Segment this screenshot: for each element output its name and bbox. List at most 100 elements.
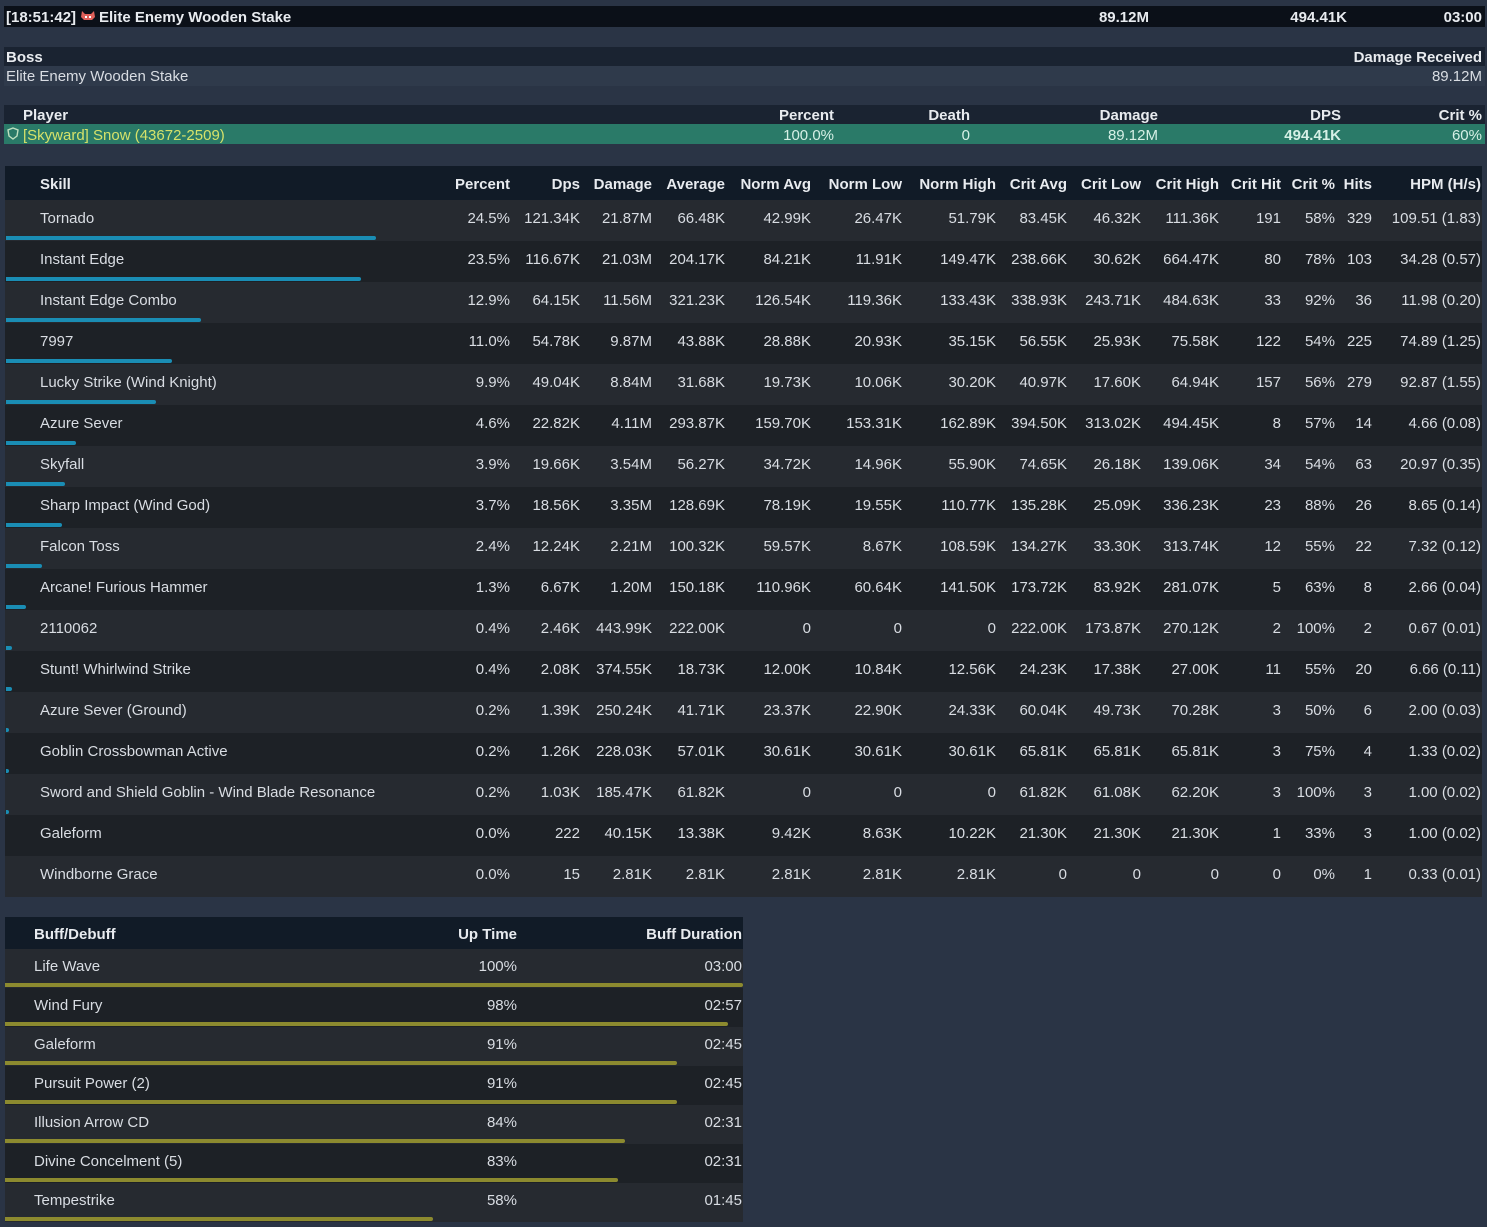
buff-row: [5, 1144, 743, 1183]
duration: 03:00: [1443, 9, 1482, 26]
skill-cell: 3.35M: [610, 497, 652, 514]
boss-icon: [81, 11, 95, 20]
skill-cell: 88%: [1304, 497, 1335, 514]
skill-cell: 3: [1363, 825, 1372, 842]
skill-name: Stunt! Whirlwind Strike: [40, 661, 191, 678]
buff-name: Tempestrike: [34, 1192, 115, 1209]
player-cell: 100.0%: [783, 127, 834, 144]
skill-cell: 0: [1272, 866, 1281, 883]
skill-cell: 92.87 (1.55): [1400, 374, 1481, 391]
skill-cell: 24.23K: [1019, 661, 1067, 678]
column-header: Damage: [593, 176, 652, 193]
skill-cell: 2.81K: [612, 866, 652, 883]
skill-cell: 66.48K: [677, 210, 725, 227]
skill-cell: 61.08K: [1093, 784, 1141, 801]
skill-cell: 126.54K: [755, 292, 811, 309]
skill-cell: 22.82K: [532, 415, 580, 432]
buff-cell: 58%: [486, 1192, 517, 1209]
skill-name: Instant Edge: [40, 251, 125, 268]
skill-bar: [6, 810, 10, 814]
skill-cell: 26: [1355, 497, 1372, 514]
skill-cell: 139.06K: [1163, 456, 1219, 473]
skill-cell: 0: [893, 784, 902, 801]
skill-header-bg: [5, 166, 1482, 200]
skill-cell: 41.71K: [677, 702, 725, 719]
skill-cell: 19.73K: [763, 374, 811, 391]
skill-cell: 243.71K: [1085, 292, 1141, 309]
buff-bar: [5, 983, 743, 987]
skill-cell: 14: [1355, 415, 1372, 432]
skill-cell: 0.2%: [475, 702, 510, 719]
skill-cell: 55.90K: [948, 456, 996, 473]
skill-cell: 14.96K: [854, 456, 902, 473]
skill-cell: 2.21M: [610, 538, 652, 555]
skill-cell: 21.87M: [601, 210, 652, 227]
column-header: Boss: [6, 49, 43, 66]
skill-cell: 17.38K: [1093, 661, 1141, 678]
column-header: Average: [666, 176, 725, 193]
skill-cell: 2.81K: [685, 866, 725, 883]
skill-cell: 55%: [1304, 661, 1335, 678]
skill-row: [5, 528, 1482, 569]
skill-cell: 34.28 (0.57): [1400, 251, 1481, 268]
skill-cell: 150.18K: [669, 579, 725, 596]
skill-cell: 1.26K: [540, 743, 580, 760]
skill-cell: 443.99K: [596, 620, 652, 637]
column-header: Crit %: [1291, 176, 1335, 193]
skill-cell: 11.0%: [468, 333, 510, 350]
column-header: Hits: [1343, 176, 1372, 193]
skill-cell: 21.30K: [1019, 825, 1067, 842]
skill-cell: 121.34K: [524, 210, 580, 227]
skill-name: Instant Edge Combo: [40, 292, 177, 309]
skill-cell: 374.55K: [596, 661, 652, 678]
player-cell: 0: [961, 127, 970, 144]
skill-cell: 133.43K: [940, 292, 996, 309]
skill-cell: 80: [1264, 251, 1281, 268]
skill-cell: 30.20K: [948, 374, 996, 391]
buff-cell: 84%: [486, 1114, 517, 1131]
skill-cell: 12: [1264, 538, 1281, 555]
skill-cell: 9.42K: [771, 825, 811, 842]
skill-cell: 8: [1363, 579, 1372, 596]
skill-row: [5, 487, 1482, 528]
buff-bar: [5, 1100, 677, 1104]
skill-cell: 281.07K: [1163, 579, 1219, 596]
skill-cell: 135.28K: [1011, 497, 1067, 514]
skill-cell: 61.82K: [1019, 784, 1067, 801]
skill-cell: 8.63K: [862, 825, 902, 842]
skill-cell: 4.11M: [611, 415, 652, 432]
buff-name: Galeform: [34, 1036, 96, 1053]
skill-cell: 56.55K: [1019, 333, 1067, 350]
skill-bar: [6, 564, 43, 568]
buff-cell: 100%: [478, 958, 517, 975]
column-header: DPS: [1310, 107, 1341, 124]
skill-cell: 61.82K: [677, 784, 725, 801]
skill-cell: 54.78K: [532, 333, 580, 350]
skill-cell: 5: [1272, 579, 1281, 596]
buff-bar: [5, 1178, 618, 1182]
boss-header: [4, 47, 1485, 66]
skill-name: Arcane! Furious Hammer: [40, 579, 208, 596]
skill-cell: 2.81K: [862, 866, 902, 883]
skill-cell: 23: [1264, 497, 1281, 514]
buff-row: [5, 1066, 743, 1105]
skill-row: [5, 815, 1482, 856]
skill-cell: 25.09K: [1093, 497, 1141, 514]
skill-cell: 4.66 (0.08): [1408, 415, 1481, 432]
skill-cell: 11: [1265, 661, 1281, 678]
buff-cell: 02:31: [704, 1153, 742, 1170]
skill-bar: [6, 318, 201, 322]
skill-cell: 64.15K: [532, 292, 580, 309]
skill-cell: 62.20K: [1171, 784, 1219, 801]
skill-cell: 225: [1346, 333, 1372, 350]
skill-cell: 100%: [1296, 784, 1335, 801]
skill-cell: 64.94K: [1171, 374, 1219, 391]
skill-row: [5, 692, 1482, 733]
skill-cell: 22: [1355, 538, 1372, 555]
skill-cell: 664.47K: [1163, 251, 1219, 268]
skill-cell: 0: [893, 620, 902, 637]
skill-cell: 2.46K: [540, 620, 580, 637]
skill-cell: 0: [1210, 866, 1219, 883]
skill-cell: 60.64K: [854, 579, 902, 596]
